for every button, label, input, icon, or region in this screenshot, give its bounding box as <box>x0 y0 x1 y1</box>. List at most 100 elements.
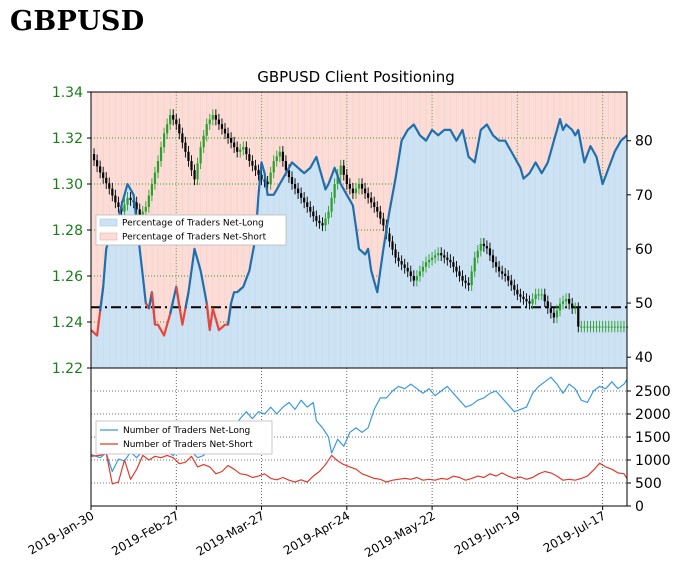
candle-down <box>568 299 571 304</box>
candle-down <box>135 202 138 210</box>
candle-down <box>400 261 403 265</box>
candle-up <box>202 135 205 148</box>
candle-up <box>534 294 537 299</box>
candle-up <box>619 326 623 328</box>
net-long-percent-line <box>184 247 211 331</box>
legend-count-short-label: Number of Traders Net-Short <box>123 440 253 450</box>
candle-up <box>561 301 565 304</box>
candle-up <box>479 243 482 251</box>
candle-down <box>397 257 400 262</box>
candle-down <box>229 138 233 143</box>
candle-up <box>421 266 425 272</box>
legend-net-long-swatch <box>99 218 118 227</box>
candle-up <box>324 218 327 226</box>
candle-up <box>586 326 589 328</box>
count-tick-label: 1000 <box>635 453 671 469</box>
candle-up <box>558 303 562 311</box>
legend-top: Percentage of Traders Net-Long Percentag… <box>95 214 287 246</box>
x-tick-label: 2019-Jun-19 <box>452 508 523 557</box>
percent-tick-label: 80 <box>635 134 653 150</box>
candle-down <box>245 147 248 155</box>
candle-up <box>589 326 592 328</box>
candle-down <box>236 147 239 152</box>
candle-down <box>111 188 114 196</box>
candle-up <box>147 195 150 207</box>
candle-down <box>543 294 546 302</box>
candle-down <box>312 211 315 217</box>
candle-down <box>129 197 132 201</box>
candle-down <box>181 133 184 143</box>
legend-net-long-label: Percentage of Traders Net-Long <box>122 219 264 229</box>
candle-up <box>141 211 144 217</box>
candle-down <box>394 249 397 258</box>
candle-up <box>437 253 440 256</box>
candle-down <box>367 193 370 198</box>
candle-up <box>540 294 543 296</box>
candle-down <box>138 209 141 217</box>
candle-down <box>114 195 117 203</box>
candle-up <box>574 308 577 310</box>
candle-down <box>507 276 510 281</box>
candle-down <box>348 184 351 189</box>
price-tick-label: 1.22 <box>52 361 83 377</box>
candle-up <box>239 149 242 152</box>
candle-down <box>513 285 516 290</box>
candle-up <box>564 299 568 302</box>
candle-down <box>315 216 318 221</box>
candle-down <box>321 223 324 226</box>
candle-up <box>242 147 245 150</box>
candle-up <box>580 326 583 328</box>
candle-up <box>470 271 473 286</box>
candle-down <box>345 174 348 184</box>
candle-up <box>610 326 613 328</box>
count-tick-label: 0 <box>635 499 644 515</box>
candle-down <box>549 308 552 313</box>
candle-down <box>303 197 306 203</box>
candle-up <box>595 326 598 328</box>
candle-up <box>123 204 126 212</box>
candle-up <box>434 255 437 258</box>
candle-down <box>178 124 181 134</box>
candle-up <box>607 326 610 328</box>
candle-up <box>476 250 479 258</box>
candle-up <box>598 326 601 328</box>
count-net-short-line <box>90 452 628 485</box>
candle-down <box>571 303 574 309</box>
price-tick-label: 1.34 <box>52 85 83 101</box>
candle-down <box>467 282 470 286</box>
legend-count-long-label: Number of Traders Net-Long <box>123 426 250 436</box>
count-tick-label: 500 <box>635 476 662 492</box>
candle-up <box>126 197 129 205</box>
candle-up <box>144 207 147 212</box>
candle-down <box>455 266 458 272</box>
candle-down <box>284 161 288 171</box>
candle-down <box>251 161 254 166</box>
candle-up <box>537 294 540 296</box>
candle-down <box>485 246 489 249</box>
candle-down <box>452 262 455 267</box>
candle-down <box>449 259 452 263</box>
count-tick-label: 1500 <box>635 430 671 446</box>
candle-down <box>403 264 406 268</box>
x-tick-label: 2019-Mar-27 <box>194 508 267 558</box>
candle-down <box>293 184 297 189</box>
candle-up <box>333 184 336 198</box>
candle-down <box>497 266 501 272</box>
candle-up <box>327 211 330 219</box>
candle-down <box>525 299 528 302</box>
candle-down <box>382 218 385 226</box>
candle-down <box>370 197 373 203</box>
candle-down <box>95 160 99 167</box>
candle-up <box>339 165 342 175</box>
candle-down <box>412 276 415 281</box>
candle-down <box>184 142 187 152</box>
candle-up <box>354 188 358 194</box>
candle-up <box>153 172 157 184</box>
candle-down <box>296 188 300 194</box>
candle-up <box>424 262 428 267</box>
candle-down <box>108 183 111 189</box>
page-title: GBPUSD <box>10 6 145 37</box>
candle-down <box>494 262 498 267</box>
candle-down <box>510 280 513 286</box>
